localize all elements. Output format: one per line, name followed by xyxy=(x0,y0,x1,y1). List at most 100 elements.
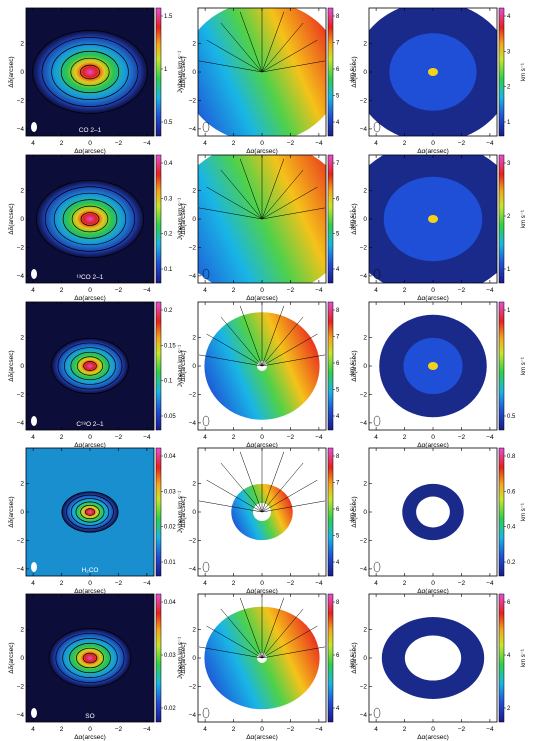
y-axis-label: Δδ(arcsec) xyxy=(351,496,358,527)
y-tick-label: 2 xyxy=(20,41,24,48)
colorbar-tick-label: 0.02 xyxy=(164,706,176,712)
beam-ellipse xyxy=(373,561,381,573)
y-tick-label: −2 xyxy=(189,244,197,251)
beam-ellipse xyxy=(202,707,210,719)
y-tick-label: 2 xyxy=(192,335,196,342)
y-axis-label: Δδ(arcsec) xyxy=(180,350,187,381)
y-tick-label: 2 xyxy=(192,41,196,48)
panel-r3-mom2: 4 2 0 −2 −4 2 0 −2 −4 Δα(arcsec) Δδ(arcsec) 1 0.5 km … xyxy=(351,301,527,449)
colorbar-tick-label: 0.5 xyxy=(507,414,516,420)
x-tick-label: 4 xyxy=(203,434,207,441)
x-axis-label: Δα(arcsec) xyxy=(246,588,278,595)
colorbar xyxy=(327,593,334,723)
y-tick-label: −4 xyxy=(17,126,25,133)
y-tick-label: 2 xyxy=(20,627,24,634)
panel-r5-mom0: 4 2 0 −2 −4 2 0 −2 −4 Δα(arcsec) Δδ(arcsec) SO 0.04 0… xyxy=(8,593,184,741)
x-tick-label: 0 xyxy=(260,726,264,733)
y-tick-label: 0 xyxy=(20,363,24,370)
y-tick-label: −2 xyxy=(17,97,25,104)
colorbar-tick-label: 5 xyxy=(336,534,340,540)
x-tick-label: 4 xyxy=(374,287,378,294)
colorbar-tick-label: 4 xyxy=(507,14,511,20)
x-tick-label: −4 xyxy=(143,580,151,587)
x-tick-label: −4 xyxy=(486,580,494,587)
y-tick-label: −4 xyxy=(360,566,368,573)
y-tick-label: −4 xyxy=(17,566,25,573)
panel-r1-mom0: 4 2 0 −2 −4 2 0 −2 −4 Δα(arcsec) Δδ(arcsec) CO 2–1 1… xyxy=(8,7,184,155)
x-tick-label: 0 xyxy=(431,726,435,733)
y-axis-label: Δδ(arcsec) xyxy=(180,56,187,87)
colorbar xyxy=(327,7,334,137)
colorbar-label: km s⁻¹ xyxy=(521,357,527,375)
beam-ellipse xyxy=(373,415,381,427)
y-tick-label: −2 xyxy=(189,97,197,104)
beam-ellipse xyxy=(202,415,210,427)
colorbar-tick-label: 0.01 xyxy=(164,560,176,566)
y-axis-label: Δδ(arcsec) xyxy=(180,496,187,527)
x-tick-label: −2 xyxy=(287,287,295,294)
x-tick-label: 2 xyxy=(232,434,236,441)
y-tick-label: −2 xyxy=(189,537,197,544)
x-axis-label: Δα(arcsec) xyxy=(246,442,278,449)
x-tick-label: 2 xyxy=(232,726,236,733)
y-tick-label: 2 xyxy=(192,188,196,195)
panel-r2-mom0: 4 2 0 −2 −4 2 0 −2 −4 Δα(arcsec) Δδ(arcsec) ¹³CO 2–… xyxy=(8,154,184,302)
line-label: H₂CO xyxy=(82,567,99,574)
colorbar-tick-label: 2 xyxy=(507,214,511,220)
y-tick-label: −4 xyxy=(360,420,368,427)
colorbar-tick-label: 1 xyxy=(507,267,511,273)
colorbar-tick-label: 8 xyxy=(336,454,340,460)
x-axis-label: Δα(arcsec) xyxy=(246,148,278,155)
x-tick-label: −4 xyxy=(315,287,323,294)
y-axis-label: Δδ(arcsec) xyxy=(8,642,15,673)
panel-image xyxy=(26,302,154,430)
x-tick-label: −2 xyxy=(287,726,295,733)
beam-ellipse xyxy=(202,121,210,133)
colorbar-tick-label: 5 xyxy=(336,388,340,394)
colorbar xyxy=(155,301,162,431)
x-tick-label: −2 xyxy=(287,580,295,587)
y-axis-label: Δδ(arcsec) xyxy=(351,203,358,234)
panel-image xyxy=(26,155,154,283)
y-axis-label: Δδ(arcsec) xyxy=(351,642,358,673)
panel-r3-mom0: 4 2 0 −2 −4 2 0 −2 −4 Δα(arcsec) Δδ(arcsec) C¹⁸O 2–… xyxy=(8,301,184,449)
colorbar-label: Jy/beam km s⁻¹ xyxy=(178,637,184,679)
x-axis-label: Δα(arcsec) xyxy=(246,734,278,741)
x-tick-label: −2 xyxy=(458,287,466,294)
panel-image xyxy=(369,448,497,576)
colorbar-tick-label: 0.6 xyxy=(507,489,516,495)
x-tick-label: 0 xyxy=(88,287,92,294)
colorbar-tick-label: 6 xyxy=(507,600,511,606)
panel-r5-mom1: 4 2 0 −2 −4 2 0 −2 −4 Δα(arcsec) Δδ(arcsec) 8 6 4 km s… xyxy=(180,593,356,741)
y-axis-label: Δδ(arcsec) xyxy=(8,56,15,87)
y-tick-label: 0 xyxy=(20,655,24,662)
y-tick-label: 2 xyxy=(363,481,367,488)
x-tick-label: 4 xyxy=(374,434,378,441)
panel-image xyxy=(369,594,497,722)
colorbar-tick-label: 4 xyxy=(336,706,340,712)
colorbar-tick-label: 0.04 xyxy=(164,600,176,606)
y-tick-label: −4 xyxy=(17,712,25,719)
colorbar xyxy=(498,301,505,431)
x-tick-label: 0 xyxy=(88,726,92,733)
panel-r2-mom2: 4 2 0 −2 −4 2 0 −2 −4 Δα(arcsec) Δδ(arcsec) 3 2 1 km s… xyxy=(351,154,527,302)
y-tick-label: −2 xyxy=(360,97,368,104)
colorbar xyxy=(498,154,505,284)
x-tick-label: −2 xyxy=(287,434,295,441)
colorbar-label: km s⁻¹ xyxy=(350,649,356,667)
y-tick-label: −2 xyxy=(189,391,197,398)
beam-ellipse xyxy=(373,707,381,719)
x-tick-label: −4 xyxy=(315,140,323,147)
x-tick-label: −2 xyxy=(115,726,123,733)
panel-r3-mom1: 4 2 0 −2 −4 2 0 −2 −4 Δα(arcsec) Δδ(arcsec) 8 7 6 5 4 km… xyxy=(180,301,356,449)
x-tick-label: −2 xyxy=(115,287,123,294)
y-axis-label: Δδ(arcsec) xyxy=(180,203,187,234)
y-axis-label: Δδ(arcsec) xyxy=(351,56,358,87)
x-tick-label: 4 xyxy=(31,726,35,733)
beam-ellipse xyxy=(202,268,210,280)
colorbar-tick-label: 6 xyxy=(336,653,340,659)
x-tick-label: 2 xyxy=(403,726,407,733)
y-tick-label: −4 xyxy=(189,420,197,427)
x-tick-label: 4 xyxy=(203,580,207,587)
